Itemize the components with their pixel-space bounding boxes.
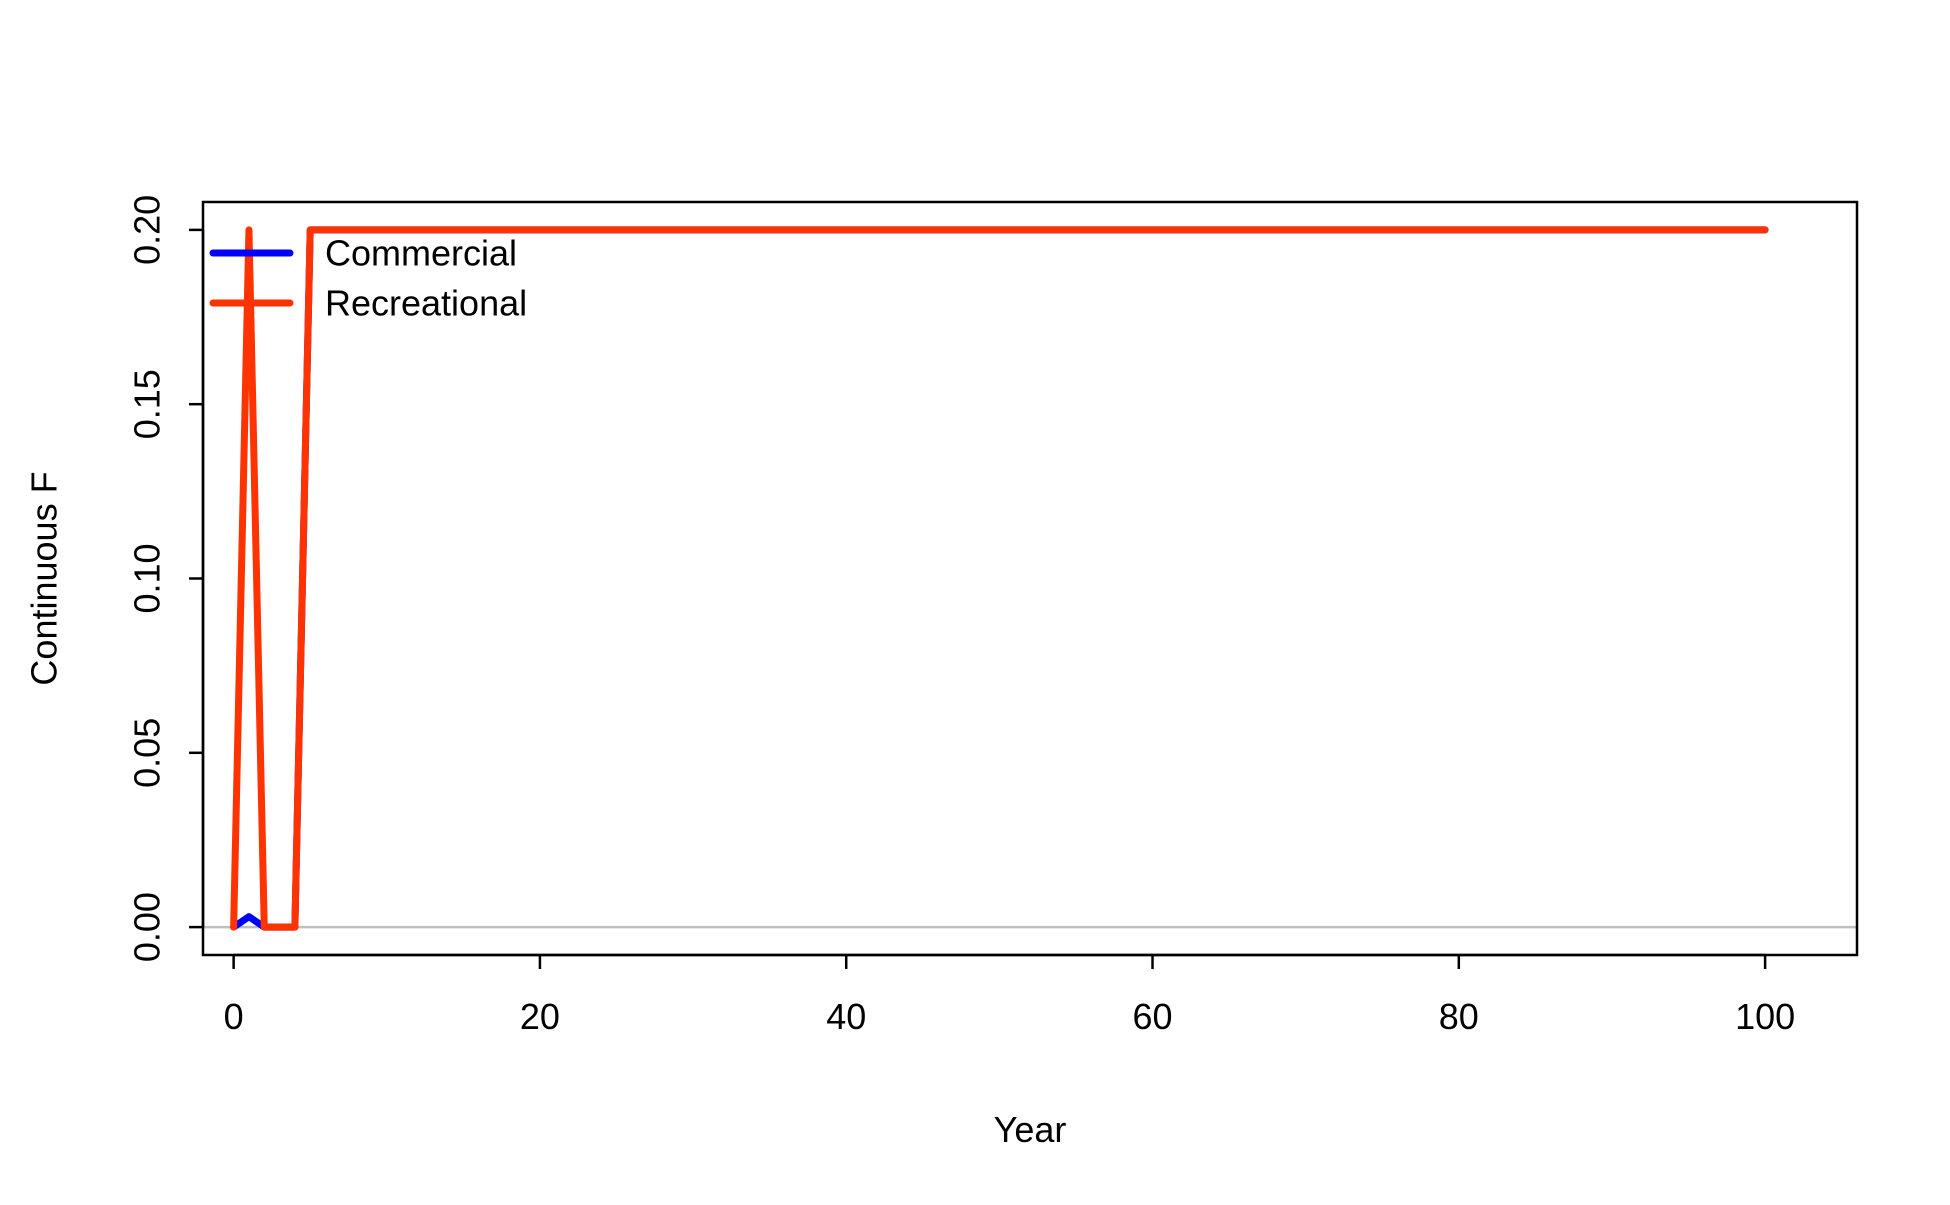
y-tick-label: 0.15 <box>127 369 168 439</box>
x-tick-label: 100 <box>1735 996 1795 1037</box>
legend-label-recreational: Recreational <box>325 283 527 324</box>
series-line-commercial <box>230 226 1769 931</box>
x-tick-label: 40 <box>826 996 866 1037</box>
x-tick-label: 20 <box>520 996 560 1037</box>
y-tick-label: 0.20 <box>127 195 168 265</box>
y-tick-label: 0.05 <box>127 718 168 788</box>
y-tick-label: 0.00 <box>127 892 168 962</box>
series-line-recreational <box>230 226 1769 931</box>
legend: Commercial Recreational <box>209 233 527 324</box>
x-axis-title: Year <box>994 1109 1067 1150</box>
legend-label-commercial: Commercial <box>325 233 517 274</box>
x-tick-label: 60 <box>1132 996 1172 1037</box>
x-tick-label: 80 <box>1439 996 1479 1037</box>
x-tick-label: 0 <box>224 996 244 1037</box>
y-axis-title: Continuous F <box>24 471 65 685</box>
y-tick-label: 0.10 <box>127 543 168 613</box>
